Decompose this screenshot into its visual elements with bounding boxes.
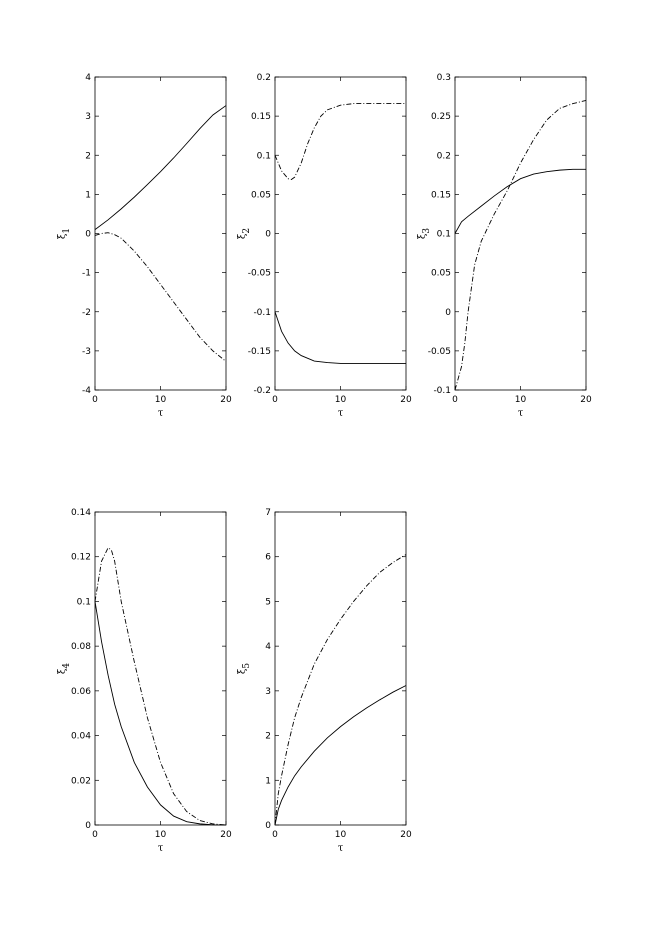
series-line-1 (274, 685, 407, 826)
y-tick-label: -0.15 (248, 347, 271, 357)
y-tick-label: -2 (82, 308, 91, 318)
y-tick-label: -0.05 (428, 347, 451, 357)
y-tick-label: 3 (265, 687, 271, 697)
chart-panel-2: -0.2 -0.15 -0.1 -0.05 0 0.05 0.1 0.15 0.2 0 10 20 τ ξ… (237, 73, 412, 419)
y-axis-label: ξ4 (57, 663, 72, 675)
y-tick-label: 0 (265, 821, 271, 831)
y-tick-label: 0.06 (71, 687, 91, 697)
y-tick-label: 0 (265, 230, 271, 240)
plot-frame (274, 511, 407, 826)
y-tick-label: -0.1 (253, 308, 271, 318)
y-tick-label: 0 (445, 308, 451, 318)
y-tick-label: -0.05 (248, 269, 271, 279)
x-tick-label: 20 (400, 830, 412, 840)
x-tick-label: 10 (155, 830, 167, 840)
series-line-1 (94, 601, 227, 826)
y-tick-label: 0.15 (251, 112, 271, 122)
y-tick-label: 0.14 (71, 508, 91, 518)
series-line-2 (454, 100, 587, 391)
series-line-1 (274, 311, 406, 364)
y-axis-label-subscript: 1 (62, 228, 72, 234)
y-tick-label: 3 (85, 112, 91, 122)
x-tick-label: 20 (400, 395, 412, 405)
y-tick-label: 0.05 (251, 190, 271, 200)
x-axis-label: τ (338, 408, 344, 419)
y-tick-label: 5 (265, 597, 271, 607)
x-axis-label: τ (518, 408, 524, 419)
x-tick-label: 10 (155, 395, 167, 405)
y-tick-label: -0.1 (433, 386, 451, 396)
y-tick-label: 4 (85, 73, 91, 83)
y-axis-label-subscript: 4 (62, 663, 72, 669)
y-tick-label: 0.02 (71, 776, 91, 786)
y-tick-label: 0.2 (257, 73, 271, 83)
y-axis-label-symbol: ξ (57, 233, 68, 239)
series-line-2 (94, 547, 227, 826)
y-tick-label: 0.04 (71, 732, 91, 742)
x-tick-label: 10 (515, 395, 527, 405)
y-tick-label: -3 (82, 347, 91, 357)
y-axis-label-subscript: 3 (422, 228, 432, 234)
series-line-2 (94, 232, 227, 362)
x-tick-label: 10 (335, 830, 347, 840)
y-tick-label: -4 (82, 386, 91, 396)
y-tick-label: 0.1 (77, 597, 91, 607)
plot-frame (274, 76, 407, 391)
y-tick-label: 6 (265, 553, 271, 563)
series-line-1 (94, 105, 227, 230)
y-tick-label: 0.25 (431, 112, 451, 122)
x-tick-label: 20 (220, 830, 232, 840)
y-tick-label: -0.2 (253, 386, 271, 396)
series-line-1 (454, 168, 586, 234)
y-tick-label: 0 (85, 230, 91, 240)
y-tick-label: 1 (265, 776, 271, 786)
x-tick-label: 0 (272, 395, 278, 405)
y-axis-label-symbol: ξ (237, 668, 248, 674)
x-tick-label: 0 (272, 830, 278, 840)
y-axis-label-symbol: ξ (417, 233, 428, 239)
y-tick-label: 0.3 (437, 73, 451, 83)
y-tick-label: 2 (85, 151, 91, 161)
x-axis-label: τ (158, 408, 164, 419)
chart-panel-4: 0 0.02 0.04 0.06 0.08 0.1 0.12 0.14 0 10 20 τ ξ4 (57, 508, 232, 854)
x-tick-label: 10 (335, 395, 347, 405)
y-tick-label: 0.1 (437, 230, 451, 240)
y-tick-label: 2 (265, 732, 271, 742)
y-tick-label: -1 (82, 269, 91, 279)
y-axis-label: ξ5 (237, 663, 252, 675)
x-axis-label: τ (158, 843, 164, 854)
x-tick-label: 20 (580, 395, 592, 405)
y-axis-label: ξ1 (57, 228, 72, 239)
y-tick-label: 0.2 (437, 151, 451, 161)
series-line-2 (274, 554, 407, 826)
y-tick-label: 0.05 (431, 269, 451, 279)
y-tick-label: 0.08 (71, 642, 91, 652)
y-tick-label: 7 (265, 508, 271, 518)
y-axis-label: ξ3 (417, 228, 432, 240)
chart-panel-3: -0.1 -0.05 0 0.05 0.1 0.15 0.2 0.25 0.3 0 10 20 τ ξ3 (417, 73, 592, 419)
y-axis-label-symbol: ξ (57, 668, 68, 674)
y-tick-label: 0.15 (431, 190, 451, 200)
x-axis-label: τ (338, 843, 344, 854)
plot-frame (454, 76, 587, 391)
x-tick-label: 0 (452, 395, 458, 405)
y-axis-label: ξ2 (237, 228, 252, 239)
plot-frame (94, 511, 227, 826)
y-tick-label: 0.1 (257, 151, 271, 161)
y-axis-label-subscript: 5 (242, 663, 252, 669)
y-tick-label: 4 (265, 642, 271, 652)
x-tick-label: 0 (92, 830, 98, 840)
x-tick-label: 20 (220, 395, 232, 405)
series-line-2 (274, 103, 406, 180)
y-tick-label: 1 (85, 190, 91, 200)
x-tick-label: 0 (92, 395, 98, 405)
y-axis-label-symbol: ξ (237, 233, 248, 239)
plot-frame (94, 76, 227, 391)
y-tick-label: 0 (85, 821, 91, 831)
y-axis-label-subscript: 2 (242, 228, 252, 234)
y-tick-label: 0.12 (71, 553, 91, 563)
